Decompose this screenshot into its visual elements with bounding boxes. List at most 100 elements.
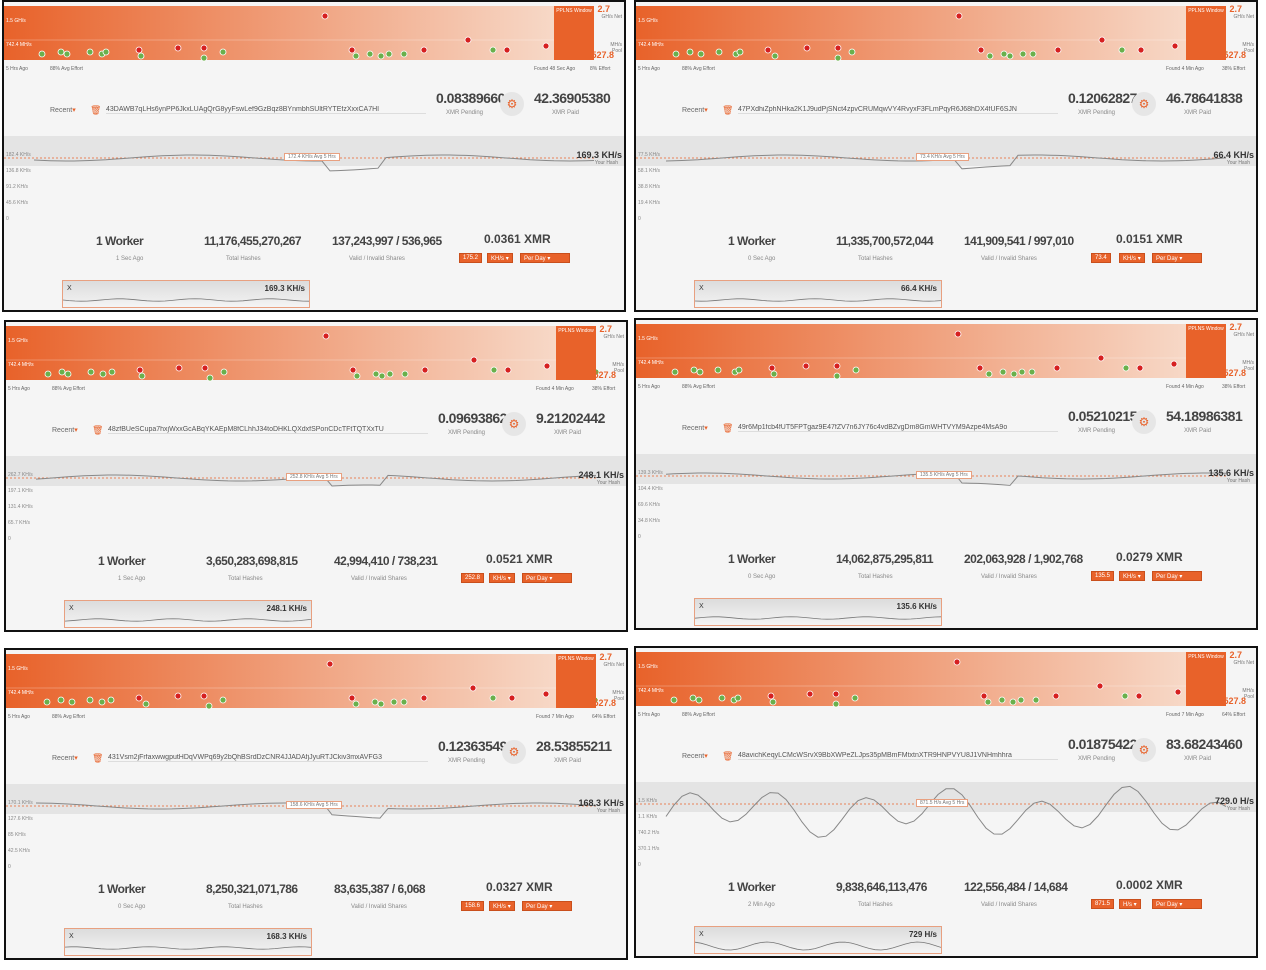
wallet-address-field[interactable]: 431Vsm2jFrfaxwwgputHDqVWPq69y2bQhBSrdDzC… [108,754,428,762]
share-dot[interactable] [219,48,227,56]
share-dot[interactable] [352,700,360,708]
share-dot[interactable] [695,696,703,704]
share-dot[interactable] [219,696,227,704]
share-dot[interactable] [986,52,994,60]
block-dot[interactable] [470,356,478,364]
share-dot[interactable] [1028,368,1036,376]
share-dot[interactable] [98,698,106,706]
trash-icon[interactable]: 🗑 [90,105,102,115]
share-dot[interactable] [670,696,678,704]
block-dot[interactable] [1053,364,1061,372]
period-select[interactable]: Per Day ▾ [1152,253,1202,263]
block-dot[interactable] [834,44,842,52]
share-dot[interactable] [401,370,409,378]
share-dot[interactable] [769,698,777,706]
share-dot[interactable] [1010,370,1018,378]
block-dot[interactable] [767,692,775,700]
settings-sliders-icon[interactable]: ⚙ [1132,410,1156,434]
share-dot[interactable] [68,698,76,706]
block-dot[interactable] [953,658,961,666]
share-dot[interactable] [696,368,704,376]
settings-sliders-icon[interactable]: ⚙ [500,92,524,116]
share-dot[interactable] [378,372,386,380]
share-dot[interactable] [108,368,116,376]
share-dot[interactable] [834,54,842,62]
worker-count[interactable]: 1 Worker [98,882,146,896]
share-dot[interactable] [400,50,408,58]
share-dot[interactable] [63,50,71,58]
share-dot[interactable] [985,370,993,378]
block-dot[interactable] [200,692,208,700]
block-dot[interactable] [135,46,143,54]
block-dot[interactable] [833,362,841,370]
share-dot[interactable] [833,372,841,380]
worker-count[interactable]: 1 Worker [96,234,144,248]
hashrate-unit-select[interactable]: KH/s ▾ [1119,571,1145,581]
trash-icon[interactable]: 🗑 [722,105,734,115]
block-dot[interactable] [175,364,183,372]
block-dot[interactable] [504,366,512,374]
block-dot[interactable] [1137,46,1145,54]
worker-card[interactable]: X 168.3 KH/s [64,928,312,956]
share-dot[interactable] [390,698,398,706]
hashrate-input[interactable]: 73.4 [1091,253,1111,263]
block-dot[interactable] [420,694,428,702]
share-dot[interactable] [137,52,145,60]
block-dot[interactable] [806,690,814,698]
share-dot[interactable] [736,48,744,56]
block-dot[interactable] [802,362,810,370]
recent-dropdown[interactable]: Recent▾ [52,426,78,434]
hashrate-unit-select[interactable]: KH/s ▾ [489,573,515,583]
block-dot[interactable] [326,660,334,668]
block-dot[interactable] [1171,42,1179,50]
share-dot[interactable] [714,366,722,374]
block-dot[interactable] [464,36,472,44]
block-dot[interactable] [976,364,984,372]
share-dot[interactable] [205,702,213,710]
trash-icon[interactable]: 🗑 [722,423,734,433]
hashrate-input[interactable]: 252.8 [461,573,485,583]
worker-card[interactable]: X 248.1 KH/s [64,600,312,628]
share-dot[interactable] [1018,368,1026,376]
share-dot[interactable] [1000,50,1008,58]
share-dot[interactable] [206,374,214,382]
share-dot[interactable] [490,366,498,374]
share-dot[interactable] [200,54,208,62]
block-dot[interactable] [543,362,551,370]
hashrate-input[interactable]: 135.5 [1091,571,1115,581]
period-select[interactable]: Per Day ▾ [520,253,570,263]
worker-count[interactable]: 1 Worker [728,234,776,248]
block-dot[interactable] [1135,692,1143,700]
hashrate-input[interactable]: 871.5 [1091,899,1115,909]
block-dot[interactable] [348,46,356,54]
hashrate-unit-select[interactable]: KH/s ▾ [489,901,515,911]
share-dot[interactable] [1121,692,1129,700]
share-dot[interactable] [715,48,723,56]
hashrate-input[interactable]: 175.2 [459,253,483,263]
wallet-address-field[interactable]: 49r6Mp1fcb4fUT5FPTgaz9E47fZV7n6JY76c4vdB… [738,424,1058,432]
share-dot[interactable] [1019,50,1027,58]
share-dot[interactable] [1029,50,1037,58]
worker-card[interactable]: X 66.4 KH/s [694,280,942,308]
share-dot[interactable] [1017,696,1025,704]
share-dot[interactable] [43,698,51,706]
share-dot[interactable] [1032,696,1040,704]
worker-card[interactable]: X 169.3 KH/s [62,280,310,308]
block-dot[interactable] [1052,692,1060,700]
block-dot[interactable] [321,12,329,20]
recent-dropdown[interactable]: Recent▾ [682,424,708,432]
share-dot[interactable] [64,370,72,378]
block-dot[interactable] [348,694,356,702]
block-dot[interactable] [542,42,550,50]
share-dot[interactable] [86,696,94,704]
share-dot[interactable] [138,372,146,380]
trash-icon[interactable]: 🗑 [92,425,104,435]
share-dot[interactable] [86,48,94,56]
share-dot[interactable] [718,694,726,702]
share-dot[interactable] [377,700,385,708]
block-dot[interactable] [508,694,516,702]
share-dot[interactable] [385,50,393,58]
share-dot[interactable] [400,698,408,706]
share-dot[interactable] [44,370,52,378]
worker-card[interactable]: X 729 H/s [694,926,942,954]
